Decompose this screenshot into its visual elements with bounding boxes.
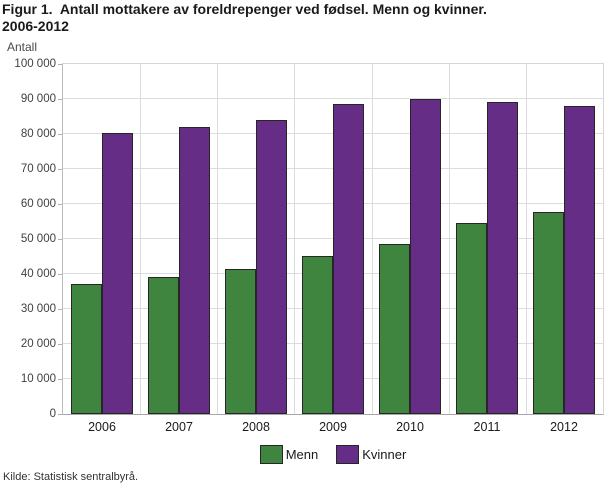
figure-title-line2: 2006-2012	[2, 18, 69, 34]
y-tick-mark	[58, 379, 62, 380]
y-tick-label-40000: 40 000	[20, 268, 56, 280]
bar-menn-2009	[302, 256, 333, 414]
bar-menn-2012	[533, 212, 564, 414]
figure-title: Figur 1. Antall mottakere av foreldrepen…	[2, 1, 606, 35]
y-tick-label-90000: 90 000	[20, 93, 56, 105]
category-separator	[140, 64, 141, 414]
legend-label: Kvinner	[362, 447, 407, 462]
category-separator	[372, 64, 373, 414]
x-tick-label-2010: 2010	[396, 420, 424, 434]
source-note: Kilde: Statistisk sentralbyrå.	[3, 471, 139, 483]
y-tick-label-100000: 100 000	[14, 58, 56, 70]
bar-menn-2010	[379, 244, 410, 414]
y-tick-label-50000: 50 000	[20, 233, 56, 245]
legend: Menn Kvinner	[62, 445, 604, 464]
bar-kvinner-2006	[102, 133, 133, 414]
legend-item-kvinner: Kvinner	[336, 445, 406, 464]
x-tick-label-2007: 2007	[165, 420, 193, 434]
y-tick-label-10000: 10 000	[20, 373, 56, 385]
x-tick-label-2011: 2011	[473, 420, 501, 434]
bar-menn-2008	[225, 269, 256, 414]
y-tick-mark	[58, 169, 62, 170]
plot-area	[62, 63, 604, 415]
category-separator	[526, 64, 527, 414]
bar-menn-2011	[456, 223, 487, 414]
y-tick-label-0: 0	[49, 408, 56, 420]
legend-swatch-menn	[259, 445, 283, 464]
figure-title-line1: Figur 1. Antall mottakere av foreldrepen…	[2, 1, 487, 17]
y-tick-mark	[58, 204, 62, 205]
y-tick-label-80000: 80 000	[20, 128, 56, 140]
x-tick-label-2008: 2008	[242, 420, 270, 434]
y-tick-mark	[58, 344, 62, 345]
gridline-y-90000	[63, 98, 603, 99]
y-tick-mark	[58, 309, 62, 310]
bar-menn-2007	[148, 277, 179, 414]
bar-kvinner-2007	[179, 127, 210, 414]
legend-item-menn: Menn	[259, 445, 319, 464]
y-axis-title: Antall	[7, 40, 38, 54]
y-tick-mark	[58, 134, 62, 135]
bar-kvinner-2011	[487, 102, 518, 414]
bar-kvinner-2009	[333, 104, 364, 414]
legend-label: Menn	[285, 447, 319, 462]
bar-kvinner-2010	[410, 99, 441, 414]
y-tick-label-60000: 60 000	[20, 198, 56, 210]
y-tick-mark	[58, 239, 62, 240]
x-tick-label-2012: 2012	[550, 420, 578, 434]
y-tick-label-20000: 20 000	[20, 338, 56, 350]
y-tick-mark	[58, 274, 62, 275]
category-separator	[294, 64, 295, 414]
x-tick-label-2006: 2006	[88, 420, 116, 434]
bar-menn-2006	[71, 284, 102, 414]
y-tick-label-30000: 30 000	[20, 303, 56, 315]
y-tick-label-70000: 70 000	[20, 163, 56, 175]
category-separator	[217, 64, 218, 414]
y-tick-mark	[58, 414, 62, 415]
legend-swatch-kvinner	[336, 445, 360, 464]
x-tick-label-2009: 2009	[319, 420, 347, 434]
category-separator	[449, 64, 450, 414]
y-tick-mark	[58, 64, 62, 65]
bar-kvinner-2012	[564, 106, 595, 414]
bar-kvinner-2008	[256, 120, 287, 414]
y-tick-mark	[58, 99, 62, 100]
